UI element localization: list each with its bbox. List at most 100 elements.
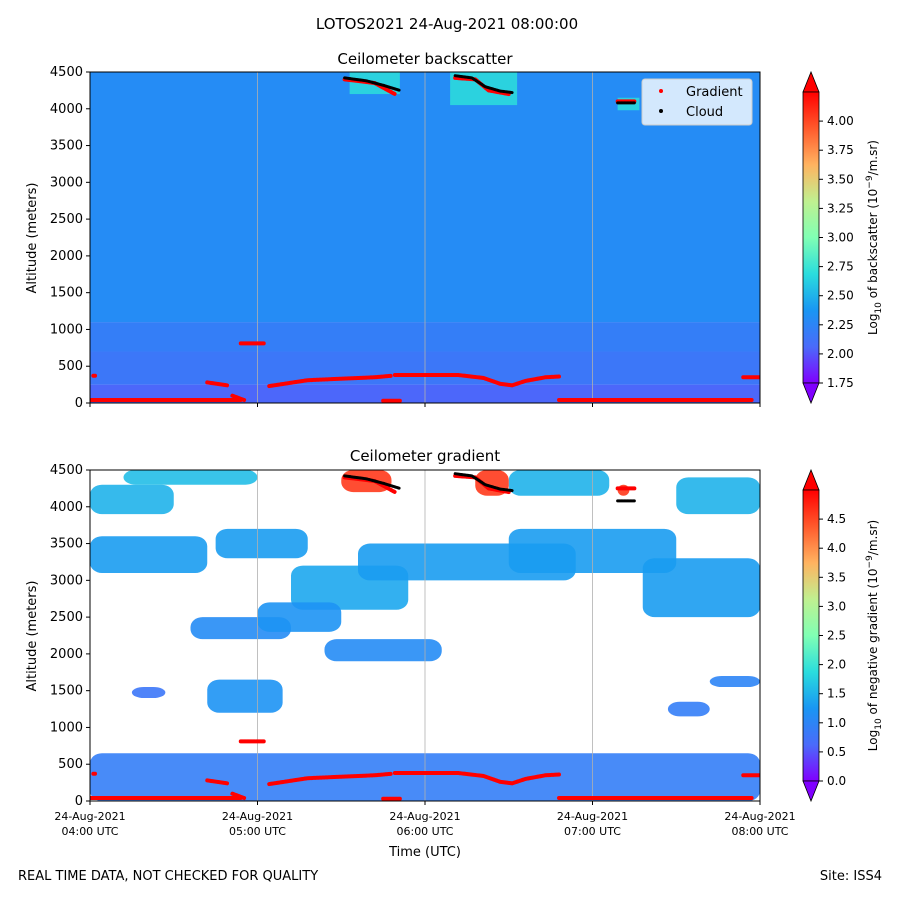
gradient-title: Ceilometer gradient <box>350 447 500 465</box>
y-tick-label: 3000 <box>50 175 83 190</box>
gradient-patch <box>642 558 760 618</box>
gradient-patch <box>215 528 308 559</box>
y-tick-label: 3500 <box>50 537 83 552</box>
colorbar-tick-label: 4.5 <box>827 512 846 526</box>
colorbar-tick-label: 0.5 <box>827 745 846 759</box>
gradient-series-line <box>230 393 247 403</box>
x-tick-label-time: 05:00 UTC <box>229 825 286 838</box>
gradient-patch <box>257 602 342 632</box>
x-tick-label-date: 24-Aug-2021 <box>557 810 628 823</box>
x-tick-label-date: 24-Aug-2021 <box>389 810 460 823</box>
x-tick-label-time: 04:00 UTC <box>61 825 118 838</box>
gradient-series-line <box>205 778 230 786</box>
colorbar-tick-label: 2.50 <box>827 289 854 303</box>
cloud-series-line <box>453 472 514 493</box>
backscatter-y-axis-label: Altitude (meters) <box>25 183 40 294</box>
legend-box <box>641 78 753 126</box>
colorbar-label-part: /m.sr) <box>866 140 880 175</box>
colorbar-tick-label: 4.00 <box>827 114 854 128</box>
gradient-patch <box>123 470 258 485</box>
gradient-y-axis: 0 500 1000 1500 2000 2500 3000 3500 4000 4500 <box>50 463 90 809</box>
colorbar-tick-label: 3.5 <box>827 570 846 584</box>
y-tick-label: 1500 <box>50 684 83 699</box>
colorbar-tick-label: 3.0 <box>827 599 846 613</box>
colorbar-label-part: /m.sr) <box>866 520 880 555</box>
y-tick-label: 2000 <box>50 249 83 264</box>
gradient-series-line <box>392 771 561 786</box>
y-tick-label: 4500 <box>50 65 83 80</box>
colorbar-tick-label: 3.75 <box>827 143 854 157</box>
gradient-series-line <box>267 771 394 787</box>
gradient-patch <box>90 484 174 515</box>
x-tick-label-date: 24-Aug-2021 <box>54 810 125 823</box>
x-tick-label-time: 08:00 UTC <box>731 825 788 838</box>
colorbar-tick-label: 2.75 <box>827 260 854 274</box>
gradient-x-axis: 24-Aug-2021 04:00 UTC 24-Aug-2021 05:00 UTC… <box>54 801 796 838</box>
x-tick-label-time: 07:00 UTC <box>564 825 621 838</box>
colorbar-label-part: of backscatter (10 <box>866 189 880 302</box>
gradient-patch <box>667 701 710 717</box>
gradient-patch <box>207 679 283 713</box>
y-tick-label: 4000 <box>50 102 83 117</box>
gradient-series-line <box>392 373 561 388</box>
colorbar-bar <box>802 91 820 384</box>
figure-suptitle: LOTOS2021 24-Aug-2021 08:00:00 <box>316 15 578 33</box>
gradient-panel: Ceilometer gradient 0 500 1000 1500 2000 2500… <box>25 447 884 860</box>
cloud-series-line <box>453 74 514 95</box>
colorbar-min-extension <box>802 382 820 405</box>
gradient-x-axis-label: Time (UTC) <box>388 845 461 860</box>
colorbar-tick-label: 4.0 <box>827 541 846 555</box>
colorbar-max-extension <box>802 468 820 491</box>
legend-marker <box>659 109 663 113</box>
gradient-patch <box>90 536 208 573</box>
y-tick-label: 2000 <box>50 647 83 662</box>
quality-disclaimer: REAL TIME DATA, NOT CHECKED FOR QUALITY <box>18 869 319 884</box>
colorbar-tick-label: 1.0 <box>827 716 846 730</box>
y-tick-label: 0 <box>75 396 83 411</box>
colorbar-min-extension <box>802 780 820 803</box>
gradient-colorbar: 0.0 0.5 1.0 1.5 2.0 2.5 3.0 3.5 4.0 4.5 Log10 of n… <box>802 468 884 803</box>
colorbar-label-part: 10 <box>874 302 884 314</box>
x-tick-label-time: 06:00 UTC <box>396 825 453 838</box>
gradient-patch <box>508 470 610 496</box>
colorbar-tick-label: 2.5 <box>827 629 846 643</box>
backscatter-colorbar: 1.75 2.00 2.25 2.50 2.75 3.00 3.25 3.50 3.75 4.00… <box>802 70 884 405</box>
colorbar-label-part: Log <box>866 314 880 335</box>
y-tick-label: 0 <box>75 794 83 809</box>
gradient-patch <box>709 675 760 687</box>
colorbar-label: Log10 of negative gradient (10−9/m.sr) <box>865 520 884 751</box>
gradient-plot-area <box>90 470 760 801</box>
colorbar-tick-label: 1.5 <box>827 687 846 701</box>
gradient-y-axis-label: Altitude (meters) <box>25 581 40 692</box>
y-tick-label: 1000 <box>50 720 83 735</box>
colorbar-label-part: of negative gradient (10 <box>866 569 880 719</box>
colorbar-max-extension <box>802 70 820 93</box>
colorbar-label: Log10 of backscatter (10−9/m.sr) <box>865 140 884 335</box>
y-tick-label: 500 <box>58 359 83 374</box>
y-tick-label: 2500 <box>50 212 83 227</box>
backscatter-x-axis <box>89 403 761 407</box>
gradient-series-line <box>230 791 247 801</box>
colorbar-tick-label: 3.25 <box>827 201 854 215</box>
y-tick-label: 3500 <box>50 139 83 154</box>
colorbar-tick-label: 3.50 <box>827 172 854 186</box>
gradient-series-line <box>205 380 230 388</box>
cloud-series-line <box>343 76 402 92</box>
gradient-patch <box>676 477 760 515</box>
backscatter-title: Ceilometer backscatter <box>337 50 513 68</box>
legend-marker <box>659 89 663 93</box>
colorbar-tick-label: 2.25 <box>827 318 854 332</box>
y-tick-label: 4000 <box>50 500 83 515</box>
x-tick-label-date: 24-Aug-2021 <box>724 810 795 823</box>
site-label: Site: ISS4 <box>819 869 882 884</box>
y-tick-label: 1000 <box>50 322 83 337</box>
gradient-patch <box>131 686 166 699</box>
colorbar-bar <box>802 489 820 782</box>
y-tick-label: 500 <box>58 757 83 772</box>
backscatter-legend: Gradient Cloud <box>641 78 753 126</box>
legend-label: Gradient <box>686 85 743 100</box>
legend-label: Cloud <box>686 105 723 120</box>
colorbar-tick-label: 0.0 <box>827 774 846 788</box>
cloud-series-line <box>343 474 402 490</box>
